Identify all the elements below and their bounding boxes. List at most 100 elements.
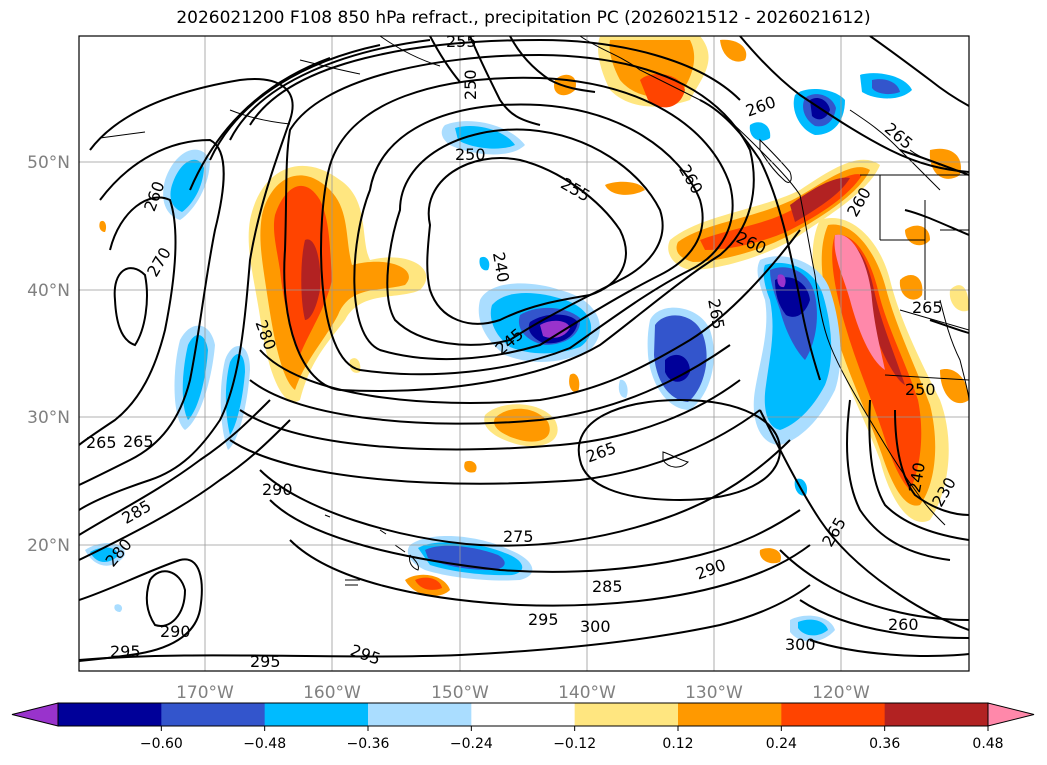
- lat-tick: 50°N: [27, 153, 70, 173]
- lon-tick: 140°W: [558, 683, 616, 703]
- colorbar-tick-label: −0.24: [450, 736, 493, 752]
- colorbar-tick-label: −0.12: [553, 736, 596, 752]
- neg-canada-2-core: [872, 79, 900, 95]
- lon-tick: 130°W: [685, 683, 743, 703]
- contour-label: 265: [912, 298, 943, 317]
- contour-jet-5: [189, 57, 761, 485]
- contour-east-2: [779, 549, 969, 621]
- precip-subtropic-3: [464, 460, 477, 473]
- contour-southwest-closed: [145, 570, 187, 627]
- colorbar-tick-label: −0.36: [347, 736, 390, 752]
- colorbar-segment: [368, 703, 472, 726]
- lon-tick: 160°W: [303, 683, 361, 703]
- contour-label: 265: [86, 433, 117, 452]
- colorbar-extend-high: [987, 702, 1035, 727]
- contour-label: 265: [123, 432, 154, 451]
- state-borders: [860, 174, 969, 381]
- contour-label: 250: [905, 380, 936, 399]
- contour-baja-3: [894, 409, 969, 516]
- precip-interior-5: [949, 285, 969, 312]
- contour-jet-2: [249, 38, 801, 404]
- map-title: 2026021200 F108 850 hPa refract., precip…: [176, 8, 871, 28]
- contour-label: 285: [592, 577, 623, 596]
- precip-bc: [720, 39, 747, 62]
- colorbar-tick-label: 0.24: [766, 736, 797, 752]
- colorbar-segment: [58, 703, 162, 726]
- contour-label: 260: [888, 615, 919, 634]
- colorbar-segment: [574, 703, 679, 726]
- contour-central-low-3: [353, 103, 704, 361]
- lon-tick: 150°W: [431, 683, 489, 703]
- neg-east-1-inner: [665, 354, 690, 382]
- neg-west-2-core: [225, 353, 245, 435]
- vancouver-island: [759, 138, 792, 183]
- contour-pnw-2: [739, 36, 969, 173]
- contour-label: 295: [528, 610, 559, 629]
- contour-east-4: [809, 639, 969, 658]
- colorbar-segment: [884, 703, 989, 726]
- contour-east-3: [799, 599, 969, 639]
- contour-west-2: [79, 138, 225, 486]
- contour-north-1: [469, 36, 541, 126]
- contour-north-2: [429, 36, 461, 83]
- precip-subtropic-7: [99, 220, 107, 232]
- colorbar-segment: [264, 703, 369, 726]
- contour-southwest-1: [79, 399, 271, 536]
- neg-gulf-alaska-core: [455, 125, 515, 149]
- hawaiian-islands: [324, 451, 689, 586]
- colorbar-tick-label: −0.48: [243, 736, 286, 752]
- contour-subtropic-4: [79, 584, 811, 661]
- contour-jet-3: [229, 39, 731, 425]
- precip-subtropic-4: [759, 548, 781, 564]
- contour-label: 275: [503, 527, 534, 546]
- contour-subtropic-2: [269, 499, 801, 573]
- contour-west-1: [79, 78, 294, 511]
- contour-southwest-2: [79, 419, 291, 561]
- alaska-peninsula: [99, 36, 441, 139]
- positive-precip-anomalies: [99, 36, 969, 596]
- contour-jet-1: [283, 53, 755, 392]
- colorbar-segment: [781, 703, 886, 726]
- neg-west-1-core: [182, 334, 208, 420]
- colorbar-segment: [161, 703, 266, 726]
- lon-axis: 170°W 160°W 150°W 140°W 130°W 120°W: [176, 683, 870, 703]
- contour-east-1: [759, 409, 969, 631]
- contour-pnw-3: [869, 36, 969, 107]
- contour-label: 295: [250, 652, 281, 671]
- neg-hawaii-inner: [425, 545, 505, 570]
- lon-tick: 170°W: [176, 683, 234, 703]
- precip-interior-4: [940, 369, 969, 404]
- colorbar-extend-low: [11, 702, 59, 727]
- contour-subtropic-1: [259, 439, 791, 547]
- contour-baja-2: [868, 399, 969, 541]
- precip-interior-2: [899, 275, 923, 300]
- contour-central-low-4: [320, 76, 734, 376]
- colorbar-tick-label: 0.12: [662, 736, 693, 752]
- neg-coast-core4: [777, 274, 786, 288]
- contour-label: 295: [110, 642, 141, 661]
- contour-north-3: [509, 36, 596, 93]
- precip-band-west-peak: [301, 239, 321, 320]
- colorbar-segment: [678, 703, 782, 726]
- contour-label: 300: [785, 635, 816, 654]
- neg-small-2: [618, 379, 628, 398]
- precip-subtropic-2-core: [415, 577, 442, 590]
- colorbar-tick-label: 0.48: [972, 736, 1003, 752]
- contour-label: 290: [262, 480, 293, 499]
- colorbar-segment: [471, 703, 576, 726]
- lat-axis: 50°N 40°N 30°N 20°N: [27, 153, 70, 556]
- neg-central-low-core4: [540, 320, 570, 338]
- contour-label: 250: [455, 145, 486, 164]
- contour-interior-1: [899, 149, 969, 334]
- contour-subtropic-3: [289, 539, 811, 607]
- neg-small-1: [479, 256, 490, 271]
- neg-bc-small: [749, 122, 771, 141]
- contour-baja-1: [846, 399, 951, 561]
- neg-small-3: [114, 604, 123, 612]
- contour-label: 300: [580, 617, 611, 636]
- colorbar-tick-label: 0.36: [869, 736, 900, 752]
- map-frame: [78, 35, 970, 672]
- contour-label: 255: [446, 32, 477, 51]
- precip-subtropic-6: [569, 373, 580, 393]
